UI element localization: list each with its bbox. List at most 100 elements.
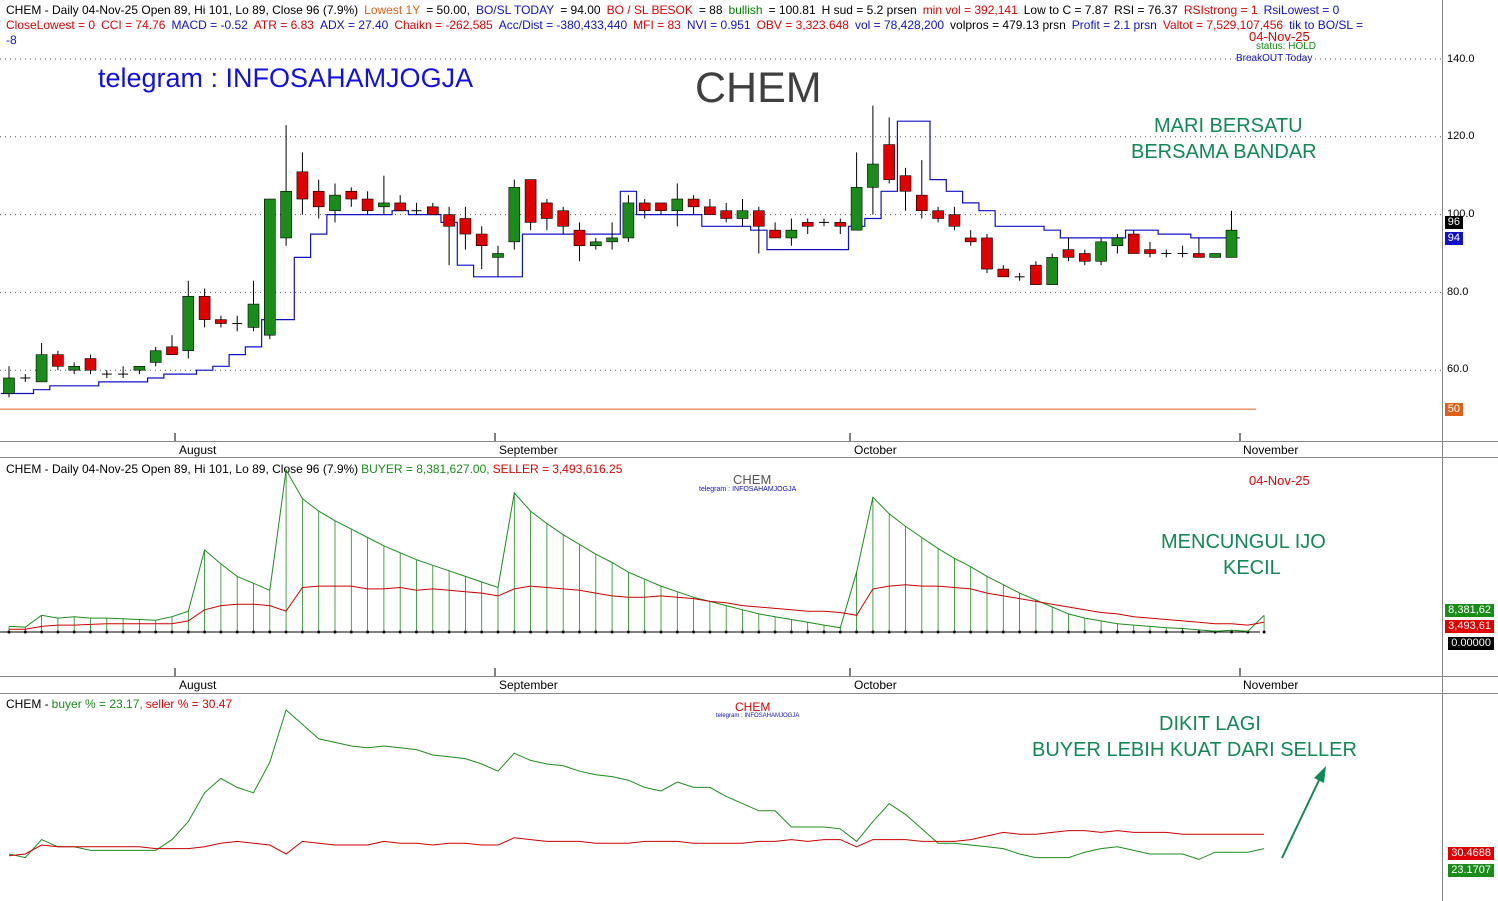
annotation-arrow-head <box>1314 766 1326 783</box>
zero-dot <box>806 630 810 634</box>
candle-body <box>997 268 1010 278</box>
zero-dot <box>529 630 533 634</box>
zero-dot <box>855 630 859 634</box>
seller-value-tag: 3,493,61 <box>1445 620 1494 633</box>
price-chart <box>0 58 1442 441</box>
candle-body <box>3 377 15 394</box>
note-line2: BERSAMA BANDAR <box>1131 141 1317 163</box>
candle-body <box>68 366 80 371</box>
info-item: = 94.00 <box>560 3 601 17</box>
zero-dot <box>203 630 207 634</box>
info-item: volpros = 479.13 prsn <box>950 18 1066 32</box>
candle-body <box>524 179 537 223</box>
telegram-small-3: telegram : INFOSAHAMJOGJA <box>716 713 800 719</box>
zero-dot <box>1197 630 1201 634</box>
divider <box>0 457 1498 458</box>
zero-dot <box>969 630 973 634</box>
candle-body <box>361 198 374 212</box>
buyer-seller-pane: CHEM - Daily 04-Nov-25 Open 89, Hi 101, … <box>0 458 1498 676</box>
buyer-seller-percent-pane: CHEM - buyer % = 23.17, seller % = 30.47 C… <box>0 694 1498 901</box>
buyer-value: BUYER = 8,381,627.00, <box>361 462 490 476</box>
info-item: MACD = -0.52 <box>171 18 248 32</box>
zero-dot <box>170 630 174 634</box>
date-label: 04-Nov-25 <box>1249 29 1310 44</box>
candle-body <box>215 319 227 324</box>
zero-dot <box>1148 630 1152 634</box>
candle-body <box>883 144 896 180</box>
zero-dot <box>594 630 598 634</box>
lowest-price-tag: 50 <box>1444 403 1463 416</box>
info-item: ADX = 27.40 <box>319 18 389 32</box>
price-info-row3: -8 <box>6 33 17 47</box>
info-item: min vol = 392,141 <box>922 3 1018 17</box>
xlabel-august-1: August <box>179 443 217 457</box>
candle-body <box>1079 253 1091 262</box>
buyer-value-tag: 8,381,62 <box>1445 604 1494 617</box>
info-item: Valtot = 7,529,107,456 <box>1162 18 1284 32</box>
zero-dot <box>936 630 940 634</box>
candle-body <box>182 295 195 352</box>
zero-dot <box>1115 630 1119 634</box>
seller-percent-line <box>8 830 1265 857</box>
zero-value-tag: 0.00000 <box>1448 637 1494 650</box>
zero-dot <box>757 630 761 634</box>
zero-dot <box>89 630 92 634</box>
candle-body <box>1030 264 1042 285</box>
seller-percent-value: seller % = 30.47 <box>145 697 233 711</box>
info-item: CHEM - Daily 04-Nov-25 Open 89, Hi 101, … <box>6 3 359 17</box>
zero-dot <box>415 630 418 634</box>
info-item: Profit = 2.1 prsn <box>1071 18 1157 32</box>
info-item: Low to C = 7.87 <box>1023 3 1109 17</box>
zero-dot <box>56 630 60 634</box>
zero-dot <box>480 630 484 634</box>
candle-body <box>769 229 781 239</box>
percent-info-prefix: CHEM - <box>6 697 49 711</box>
candle-body <box>704 206 716 215</box>
candle-body <box>1111 237 1124 247</box>
zero-dot <box>382 630 386 634</box>
candle-body <box>149 350 162 363</box>
zero-dot <box>920 630 924 634</box>
zero-dot <box>7 630 11 634</box>
seller-line <box>9 584 1265 630</box>
candle-body <box>899 175 912 192</box>
ticker-title: CHEM <box>695 64 822 112</box>
note3-line1: DIKIT LAGI <box>1159 713 1261 735</box>
zero-dot <box>431 630 435 634</box>
zero-dot <box>871 630 875 634</box>
buyer-percent-line <box>8 709 1265 860</box>
trailing-stop-line <box>0 120 1240 395</box>
info-item: CloseLowest = 0 <box>6 18 96 32</box>
zero-dot <box>561 630 565 634</box>
zero-dot <box>333 630 337 634</box>
candle-body <box>247 303 260 328</box>
seller-value: SELLER = 3,493,616.25 <box>492 462 623 476</box>
zero-dot <box>1262 630 1266 634</box>
zero-dot <box>692 630 696 634</box>
candle-body <box>443 214 455 227</box>
zero-dot <box>219 630 223 634</box>
candle-body <box>638 202 651 212</box>
buyer-seller-chart <box>0 468 1266 676</box>
zero-dot <box>545 630 549 634</box>
zero-dot <box>1018 630 1022 634</box>
price-info-row1: CHEM - Daily 04-Nov-25 Open 89, Hi 101, … <box>6 3 1345 17</box>
zero-dot <box>741 630 744 634</box>
divider <box>0 693 1498 694</box>
candle-body <box>850 187 863 231</box>
xlabel-october-1: October <box>854 443 897 457</box>
candle-body <box>492 253 504 258</box>
zero-dot <box>1099 630 1103 634</box>
candle-body <box>1225 229 1238 258</box>
zero-dot <box>105 630 109 634</box>
zero-dot <box>626 630 630 634</box>
zero-dot <box>186 630 190 634</box>
note3-line2: BUYER LEBIH KUAT DARI SELLER <box>1032 739 1357 761</box>
zero-dot <box>72 630 76 634</box>
candle-body <box>280 190 292 239</box>
xlabel-october-2: October <box>854 678 897 692</box>
candle-body <box>1193 253 1205 258</box>
info-item: RsiLowest = 0 <box>1263 3 1340 17</box>
zero-dot <box>773 630 777 634</box>
candle-body <box>378 202 390 208</box>
